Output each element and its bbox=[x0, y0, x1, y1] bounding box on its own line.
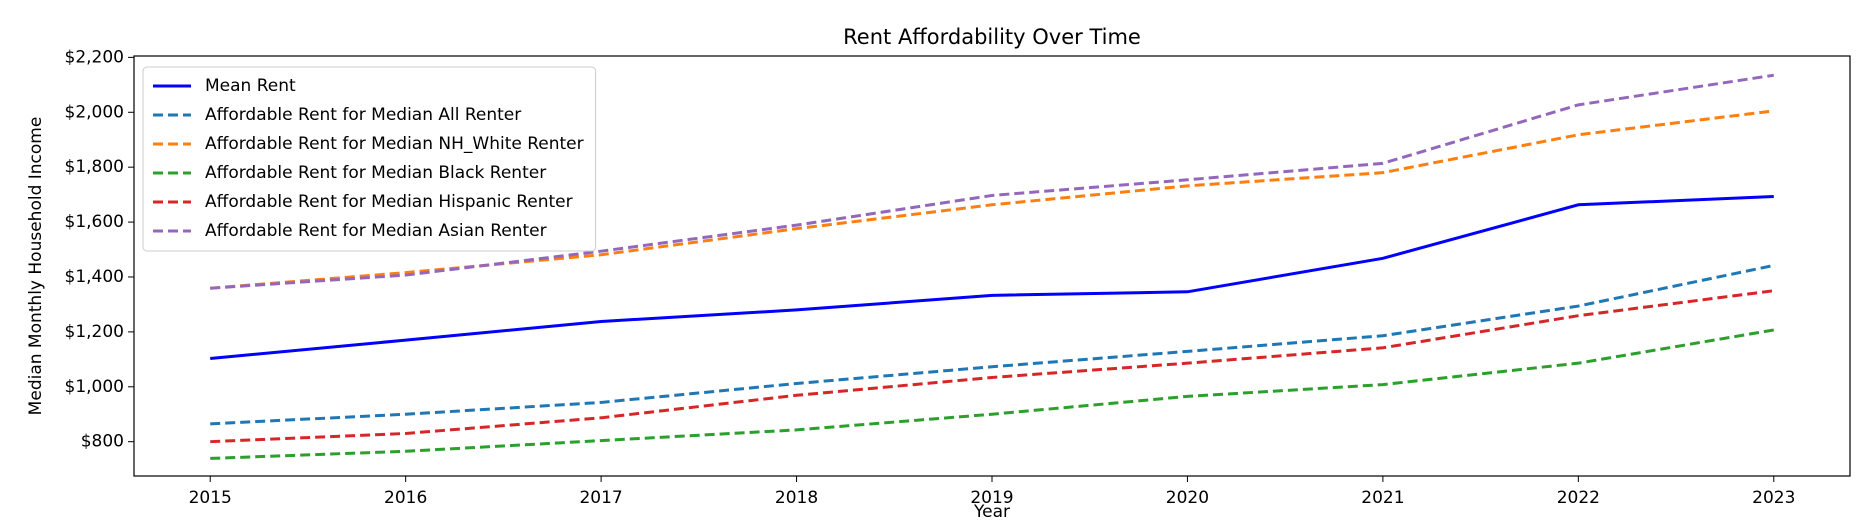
legend-label: Affordable Rent for Median All Renter bbox=[205, 105, 521, 125]
x-tick-label: 2019 bbox=[970, 488, 1013, 508]
y-tick-label: $1,800 bbox=[65, 157, 124, 177]
legend-box bbox=[142, 66, 597, 252]
x-tick-label: 2020 bbox=[1166, 488, 1209, 508]
y-tick-label: $1,600 bbox=[65, 212, 124, 232]
x-tick-label: 2018 bbox=[775, 488, 818, 508]
y-axis-label: Median Monthly Household Income bbox=[26, 117, 46, 416]
x-tick-label: 2023 bbox=[1752, 488, 1795, 508]
legend-label: Affordable Rent for Median NH_White Rent… bbox=[205, 134, 584, 154]
y-tick-label: $2,200 bbox=[65, 47, 124, 67]
legend: Mean Rent Affordable Rent for Median All … bbox=[142, 66, 597, 252]
x-tick-label: 2017 bbox=[579, 488, 622, 508]
plot-frame bbox=[133, 55, 1851, 477]
legend-label: Affordable Rent for Median Hispanic Rent… bbox=[205, 192, 573, 212]
x-tick-label: 2015 bbox=[189, 488, 232, 508]
x-axis-label: Year bbox=[973, 502, 1010, 520]
series-line bbox=[210, 328, 1775, 460]
y-tick-label: $1,000 bbox=[65, 377, 124, 397]
y-tick-label: $800 bbox=[81, 432, 124, 452]
chart-title: Rent Affordability Over Time bbox=[843, 25, 1141, 49]
series-line bbox=[210, 289, 1774, 444]
legend-label: Mean Rent bbox=[205, 76, 296, 96]
x-tick-label: 2021 bbox=[1361, 488, 1404, 508]
series-line bbox=[210, 195, 1774, 361]
legend-label: Affordable Rent for Median Asian Renter bbox=[205, 221, 547, 241]
y-tick-label: $1,200 bbox=[65, 322, 124, 342]
x-tick-label: 2022 bbox=[1557, 488, 1600, 508]
y-tick-label: $2,000 bbox=[65, 102, 124, 122]
series-line bbox=[210, 73, 1775, 290]
series-line bbox=[210, 263, 1775, 426]
y-tick-label: $1,400 bbox=[65, 267, 124, 287]
legend-label: Affordable Rent for Median Black Renter bbox=[205, 163, 546, 183]
x-tick-label: 2016 bbox=[384, 488, 427, 508]
